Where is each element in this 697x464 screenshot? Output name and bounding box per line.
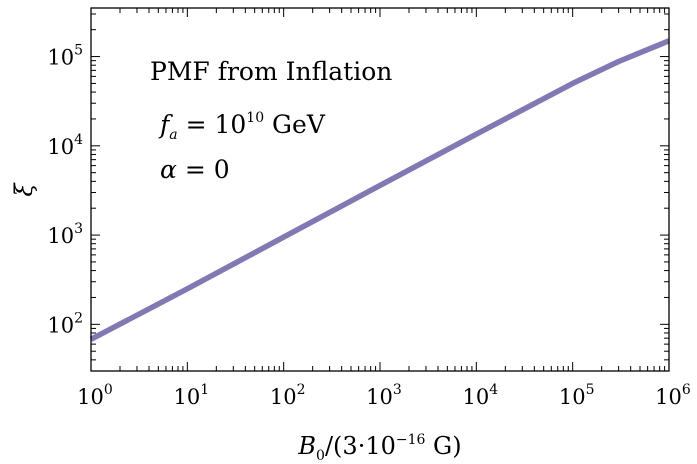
x-tick-label: 100: [77, 382, 113, 409]
ticks: [90, 8, 670, 372]
x-tick-label: 105: [559, 382, 595, 409]
x-tick-label: 106: [655, 382, 691, 409]
annotation-fa: fa = 1010 GeV: [158, 110, 326, 143]
plot-frame: [90, 7, 670, 372]
series: [89, 38, 671, 342]
x-axis-label: B0/(3·10−16 G): [297, 432, 461, 464]
y-tick-label: 104: [47, 132, 83, 159]
y-tick-label: 103: [47, 221, 83, 248]
annotation-title: PMF from Inflation: [150, 57, 392, 86]
x-tick-label: 101: [174, 382, 210, 409]
y-tick-label: 102: [47, 310, 83, 337]
x-tick-label: 103: [366, 382, 402, 409]
annotation-alpha: α = 0: [160, 155, 230, 184]
x-tick-label: 104: [463, 382, 499, 409]
y-tick-label: 105: [47, 43, 83, 70]
tick-labels: 100 101 102 103 104 105 106 102 103 104 105: [47, 43, 691, 409]
series-line: [89, 38, 671, 342]
x-tick-label: 102: [270, 382, 306, 409]
y-axis-label: ξ: [10, 182, 38, 197]
